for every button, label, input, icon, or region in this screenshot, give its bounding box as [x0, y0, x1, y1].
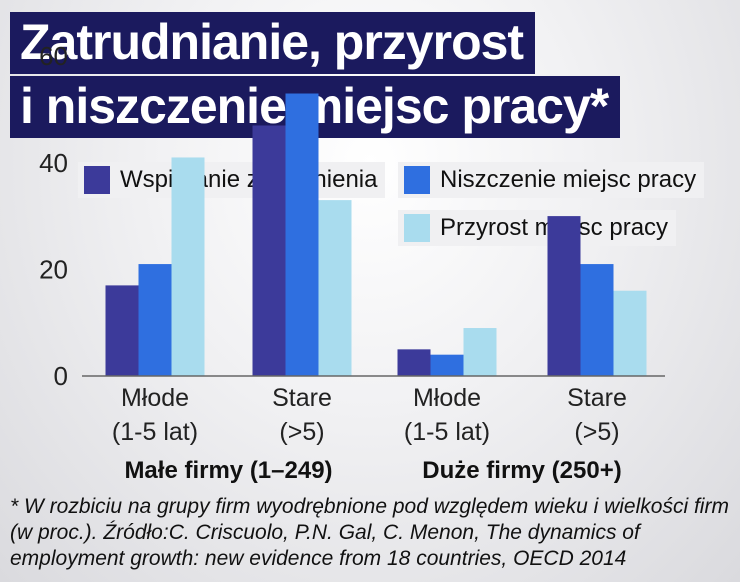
- bar: [252, 125, 286, 377]
- x-tick-label: (>5): [574, 418, 619, 446]
- bar: [430, 354, 464, 376]
- y-tick-label: 0: [54, 361, 68, 391]
- legend-swatch: [84, 166, 110, 194]
- bar: [318, 200, 352, 376]
- bar: [613, 290, 647, 376]
- x-tick-label: (>5): [279, 418, 324, 446]
- legend-swatch: [404, 214, 430, 242]
- legend-label: Wspieranie zatrudnienia: [120, 166, 378, 193]
- x-tick-label: Stare: [567, 384, 627, 412]
- x-tick-label: Stare: [272, 384, 332, 412]
- y-tick-label: 60: [39, 41, 68, 71]
- bar: [463, 328, 497, 376]
- bar: [397, 349, 431, 376]
- bar: [105, 285, 139, 376]
- y-tick-label: 40: [39, 148, 68, 178]
- x-tick-label: (1-5 lat): [404, 418, 490, 446]
- x-tick-label: (1-5 lat): [112, 418, 198, 446]
- y-tick-label: 20: [39, 254, 68, 284]
- bar: [580, 264, 614, 376]
- group-label: Duże firmy (250+): [422, 457, 621, 484]
- legend-item-wspieranie: Wspieranie zatrudnienia: [78, 162, 386, 198]
- group-label: Małe firmy (1–249): [124, 457, 332, 484]
- legend-item-niszczenie: Niszczenie miejsc pracy: [398, 162, 705, 198]
- chart-title-line-1: Zatrudnianie, przyrost: [10, 12, 536, 74]
- footnote: * W rozbiciu na grupy firm wyodrębnione …: [10, 495, 729, 570]
- x-tick-label: Młode: [413, 384, 481, 412]
- x-tick-label: Młode: [121, 384, 189, 412]
- bar: [138, 264, 172, 376]
- bar: [171, 157, 205, 376]
- bar: [285, 93, 319, 376]
- legend-swatch: [404, 166, 430, 194]
- legend-label: Niszczenie miejsc pracy: [440, 166, 697, 193]
- bar: [547, 216, 581, 376]
